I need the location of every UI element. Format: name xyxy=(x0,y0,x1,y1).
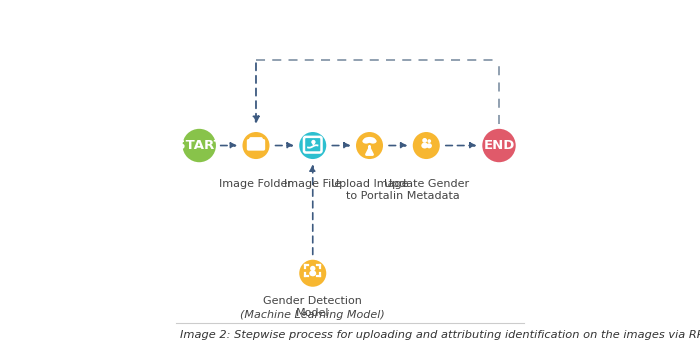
Ellipse shape xyxy=(309,270,316,276)
Text: Update Gender
in Metadata: Update Gender in Metadata xyxy=(384,179,469,201)
Ellipse shape xyxy=(363,139,370,144)
Circle shape xyxy=(411,130,442,161)
Text: (Machine Learning Model): (Machine Learning Model) xyxy=(240,311,385,320)
Text: START: START xyxy=(176,139,223,152)
Text: Image File: Image File xyxy=(284,179,342,189)
FancyBboxPatch shape xyxy=(247,139,265,151)
Text: Gender Detection
Model: Gender Detection Model xyxy=(263,296,362,318)
Circle shape xyxy=(298,258,328,289)
Ellipse shape xyxy=(369,139,377,144)
Text: Upload Image
to Portal: Upload Image to Portal xyxy=(331,179,408,201)
Circle shape xyxy=(298,130,328,161)
Text: Image Folder: Image Folder xyxy=(220,179,293,189)
Circle shape xyxy=(422,138,427,143)
Text: Image 2: Stepwise process for uploading and attributing identification on the im: Image 2: Stepwise process for uploading … xyxy=(180,330,700,340)
Circle shape xyxy=(354,130,385,161)
Circle shape xyxy=(312,140,316,144)
Ellipse shape xyxy=(421,143,428,148)
Polygon shape xyxy=(312,142,314,145)
Ellipse shape xyxy=(426,143,432,148)
Circle shape xyxy=(310,266,316,271)
FancyBboxPatch shape xyxy=(249,137,263,144)
Circle shape xyxy=(241,130,271,161)
Circle shape xyxy=(181,127,218,164)
Circle shape xyxy=(481,127,517,164)
Circle shape xyxy=(428,139,431,143)
Ellipse shape xyxy=(363,137,376,143)
Text: END: END xyxy=(483,139,514,152)
